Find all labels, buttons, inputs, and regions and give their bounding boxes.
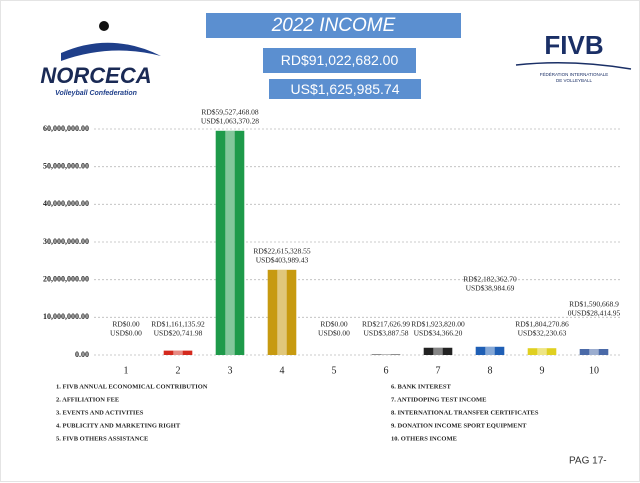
y-tick-label: 10,000,000.00 xyxy=(43,312,89,321)
page-number: PAG 17- xyxy=(569,456,607,467)
y-tick-label: 40,000,000.00 xyxy=(43,199,89,208)
bar-highlight xyxy=(485,346,495,355)
usd-label: USD$34,366.20 xyxy=(414,329,463,338)
legend-item: 4. PUBLICITY AND MARKETING RIGHT xyxy=(56,422,181,429)
legend-item: 3. EVENTS AND ACTIVITIES xyxy=(56,409,144,416)
usd-label: USD$1,063,370.28 xyxy=(201,116,259,125)
usd-label: 0USD$28,414.95 xyxy=(568,309,621,318)
x-tick-label: 10 xyxy=(589,365,599,376)
usd-label: USD$38,984.69 xyxy=(466,284,515,293)
y-tick-label: 20,000,000.00 xyxy=(43,274,89,283)
x-tick-label: 6 xyxy=(384,365,389,376)
value-label: RD$2,182,362.70 xyxy=(463,275,517,284)
value-label: RD$1,923,820.00 xyxy=(411,320,465,329)
bar xyxy=(423,347,453,355)
y-tick-label: 0.00 xyxy=(75,350,89,359)
bar xyxy=(215,130,245,355)
x-tick-label: 8 xyxy=(488,365,493,376)
bar-highlight xyxy=(277,269,287,355)
y-tick-label: 50,000,000.00 xyxy=(43,161,89,170)
value-label: RD$1,590,668.9 xyxy=(569,300,619,309)
value-label: RD$0.00 xyxy=(112,320,140,329)
x-tick-label: 3 xyxy=(228,365,233,376)
fivb-tagline: FÉDÉRATION INTERNATIONALE xyxy=(540,71,609,77)
logo-tagline: Volleyball Confederation xyxy=(55,90,137,97)
x-tick-label: 4 xyxy=(280,365,285,376)
y-tick-label: 60,000,000.00 xyxy=(43,124,89,133)
value-label: RD$1,804,270.86 xyxy=(515,320,569,329)
value-label: RD$1,161,135.92 xyxy=(151,320,205,329)
fivb-name: FIVB xyxy=(544,30,603,60)
usd-label: USD$403,989.43 xyxy=(256,256,309,265)
legend-item: 5. FIVB OTHERS ASSISTANCE xyxy=(56,435,148,442)
legend-item: 1. FIVB ANNUAL ECONOMICAL CONTRIBUTION xyxy=(56,383,208,390)
total-us: US$1,625,985.74 xyxy=(269,79,421,99)
usd-label: USD$3,887.58 xyxy=(363,329,408,338)
legend-item: 6. BANK INTEREST xyxy=(391,383,451,390)
x-tick-label: 1 xyxy=(124,365,129,376)
usd-label: USD$0.00 xyxy=(318,329,350,338)
usd-label: USD$0.00 xyxy=(110,329,142,338)
legend-item: 8. INTERNATIONAL TRANSFER CERTIFICATES xyxy=(391,409,539,416)
logo-ball xyxy=(99,21,109,31)
bar xyxy=(475,346,505,355)
bar xyxy=(371,354,401,355)
value-label: RD$22,615,328.55 xyxy=(253,247,311,256)
value-label: RD$217,626.99 xyxy=(362,320,410,329)
logo-name: NORCECA xyxy=(40,63,151,88)
bar-highlight xyxy=(537,348,547,355)
fivb-tagline: DE VOLLEYBALL xyxy=(556,78,593,83)
value-label: RD$59,527,468.08 xyxy=(201,107,259,116)
legend-item: 10. OTHERS INCOME xyxy=(391,435,457,442)
bar-highlight xyxy=(381,354,391,355)
bar xyxy=(267,269,297,355)
bar xyxy=(527,348,557,355)
bar-highlight xyxy=(225,130,235,355)
fivb-swoosh xyxy=(515,62,632,70)
bar-highlight xyxy=(173,350,183,355)
total-rd: RD$91,022,682.00 xyxy=(263,48,416,73)
x-tick-label: 2 xyxy=(176,365,181,376)
y-tick-label: 30,000,000.00 xyxy=(43,237,89,246)
bar xyxy=(579,349,609,355)
usd-label: USD$32,230.63 xyxy=(518,329,567,338)
value-label: RD$0.00 xyxy=(320,320,348,329)
x-tick-label: 5 xyxy=(332,365,337,376)
bar-highlight xyxy=(589,349,599,355)
legend-item: 7. ANTIDOPING TEST INCOME xyxy=(391,396,486,403)
x-tick-label: 7 xyxy=(436,365,441,376)
legend-item: 9. DONATION INCOME SPORT EQUIPMENT xyxy=(391,422,527,429)
usd-label: USD$20,741.98 xyxy=(154,329,203,338)
bar xyxy=(163,350,193,355)
logo-swoosh xyxy=(61,42,161,61)
legend-item: 2. AFFILIATION FEE xyxy=(56,396,119,403)
x-tick-label: 9 xyxy=(540,365,545,376)
bar-highlight xyxy=(433,347,443,355)
title: 2022 INCOME xyxy=(206,13,461,38)
